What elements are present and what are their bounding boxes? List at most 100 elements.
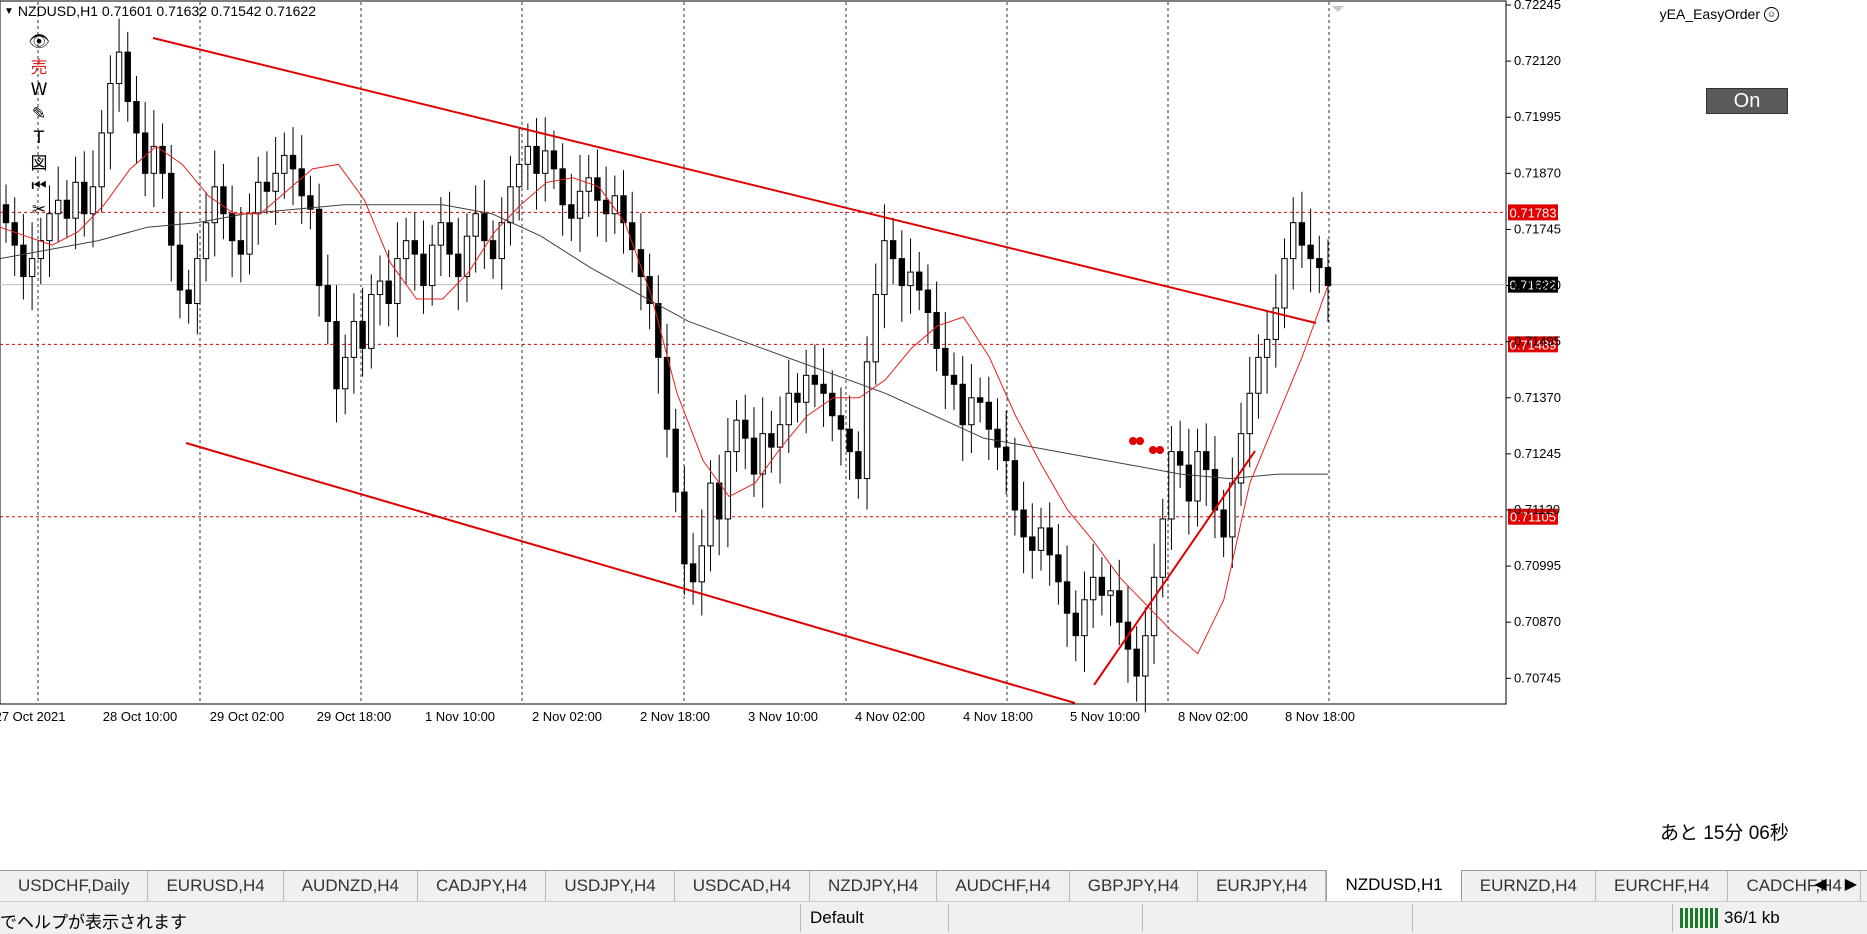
candle-body xyxy=(1003,446,1010,462)
scissors-icon[interactable]: ✂ xyxy=(31,199,47,220)
candle-body xyxy=(794,392,801,403)
tab-audnzd-h4[interactable]: AUDNZD,H4 xyxy=(284,871,419,901)
chart-menu-caret-icon[interactable]: ▼ xyxy=(4,5,14,17)
candle-body xyxy=(820,383,827,394)
candle-body xyxy=(272,172,279,192)
pencil-icon[interactable]: ✎ xyxy=(31,103,47,124)
tab-eurusd-h4[interactable]: EURUSD,H4 xyxy=(148,871,284,901)
candle-body xyxy=(63,199,71,219)
chart-area[interactable]: 0.71783 0.71489 0.71105 0.71622 0.72245 0.721… xyxy=(0,0,1867,870)
candle-body xyxy=(924,289,932,313)
candle-body xyxy=(1185,464,1193,502)
candle-body xyxy=(255,181,262,215)
candle-body xyxy=(950,374,958,385)
ea-toolbar: 👁 売 W ✎ T 図 ⏮ ✂ xyxy=(28,30,50,221)
candle-body xyxy=(672,428,679,493)
price-chart[interactable]: 0.71783 0.71489 0.71105 0.71622 0.72245 0.721… xyxy=(0,0,1867,870)
sell-icon[interactable]: 売 xyxy=(30,58,48,78)
tab-usdjpy-h4[interactable]: USDJPY,H4 xyxy=(546,871,675,901)
rewind-icon[interactable]: ⏮ xyxy=(31,175,47,196)
x-tick-label: 29 Oct 18:00 xyxy=(317,709,391,724)
candle-body xyxy=(976,397,984,403)
candle-body xyxy=(246,213,253,255)
candle-body xyxy=(20,244,27,278)
y-tick-label: 0.70870 xyxy=(1514,614,1561,629)
status-divider xyxy=(1142,904,1143,932)
x-tick-label: 3 Nov 10:00 xyxy=(748,709,818,724)
eye-icon[interactable]: 👁 xyxy=(28,31,50,52)
image-icon[interactable]: 図 xyxy=(30,154,48,174)
candle-body xyxy=(637,249,645,278)
chart-tabs: USDCHF,Daily EURUSD,H4 AUDNZD,H4 CADJPY,H4 U… xyxy=(0,870,1867,902)
tab-eurchf-h4[interactable]: EURCHF,H4 xyxy=(1596,871,1729,901)
status-divider xyxy=(1412,904,1413,932)
candle-body xyxy=(89,186,97,215)
tab-scroll-arrows: ◀ ▶ xyxy=(1814,874,1857,894)
candle-body xyxy=(168,172,175,246)
connection-status[interactable]: 36/1 kb xyxy=(1680,908,1780,928)
x-tick-label: 29 Oct 02:00 xyxy=(210,709,284,724)
y-tick-label: 0.71245 xyxy=(1514,446,1561,461)
candle-body xyxy=(1098,576,1106,596)
tab-scroll-left-icon[interactable]: ◀ xyxy=(1814,876,1827,893)
candle-body xyxy=(1116,590,1123,623)
candle-body xyxy=(594,177,601,201)
candle-body xyxy=(211,186,218,224)
tab-usdcad-h4[interactable]: USDCAD,H4 xyxy=(675,871,810,901)
candle-body xyxy=(776,424,784,448)
status-divider xyxy=(800,904,801,932)
x-tick-label: 8 Nov 02:00 xyxy=(1178,709,1248,724)
y-tick-label: 0.72120 xyxy=(1514,53,1561,68)
candle-body xyxy=(742,419,749,439)
candle-body xyxy=(542,150,549,174)
candle-body xyxy=(133,101,140,134)
candle-body xyxy=(872,294,879,363)
candle-body xyxy=(733,419,740,453)
status-profile[interactable]: Default xyxy=(810,908,864,927)
w-icon[interactable]: W xyxy=(30,79,48,100)
tab-eurjpy-h4[interactable]: EURJPY,H4 xyxy=(1198,871,1327,901)
x-tick-label: 4 Nov 18:00 xyxy=(963,709,1033,724)
tab-cadjpy-h4[interactable]: CADJPY,H4 xyxy=(418,871,547,901)
tab-nzdusd-h1[interactable]: NZDUSD,H1 xyxy=(1326,870,1462,902)
tab-audchf-h4[interactable]: AUDCHF,H4 xyxy=(937,871,1070,901)
ma-fast-line xyxy=(0,145,1329,655)
candle-body xyxy=(1055,554,1062,583)
tab-eui[interactable]: EUI xyxy=(1861,871,1867,901)
candle-body xyxy=(150,145,158,174)
y-tick-label: 0.70995 xyxy=(1514,558,1561,573)
level-label: 0.71489 xyxy=(1510,337,1557,352)
y-tick-label: 0.71120 xyxy=(1514,502,1560,517)
candle-body xyxy=(1237,433,1245,484)
bar-countdown: あと 15分 06秒 xyxy=(1660,823,1789,844)
tab-gbpjpy-h4[interactable]: GBPJPY,H4 xyxy=(1070,871,1199,901)
connection-traffic: 36/1 kb xyxy=(1724,908,1780,927)
candle-body xyxy=(455,253,462,278)
tab-cadchf-h4[interactable]: CADCHF,H4 xyxy=(1728,871,1861,901)
ea-smile-icon: ☺ xyxy=(1764,6,1779,22)
candle-body xyxy=(1159,518,1166,578)
candle-body xyxy=(715,482,723,520)
plot-frame xyxy=(0,0,1507,705)
candle-body xyxy=(1150,576,1158,637)
candle-body xyxy=(420,253,427,287)
candle-body xyxy=(342,356,349,390)
candle-body xyxy=(533,145,540,174)
signal-dot xyxy=(1156,446,1164,454)
tab-nzdjpy-h4[interactable]: NZDJPY,H4 xyxy=(810,871,938,901)
candle-body xyxy=(698,545,705,583)
y-tick-label: 0.71620 xyxy=(1514,278,1561,293)
tab-scroll-right-icon[interactable]: ▶ xyxy=(1844,876,1857,893)
tab-eurnzd-h4[interactable]: EURNZD,H4 xyxy=(1462,871,1597,901)
candle-body xyxy=(1020,509,1027,538)
candle-body xyxy=(385,280,392,305)
candle-body xyxy=(81,181,88,215)
tab-usdchf-daily[interactable]: USDCHF,Daily xyxy=(0,871,149,901)
candle-body xyxy=(1046,527,1053,556)
candle-body xyxy=(307,195,314,210)
connection-bars-icon xyxy=(1680,908,1718,928)
candle-body xyxy=(394,258,401,305)
ea-on-button[interactable]: On xyxy=(1706,88,1788,114)
candle-body xyxy=(802,374,810,403)
text-icon[interactable]: T xyxy=(33,127,45,148)
